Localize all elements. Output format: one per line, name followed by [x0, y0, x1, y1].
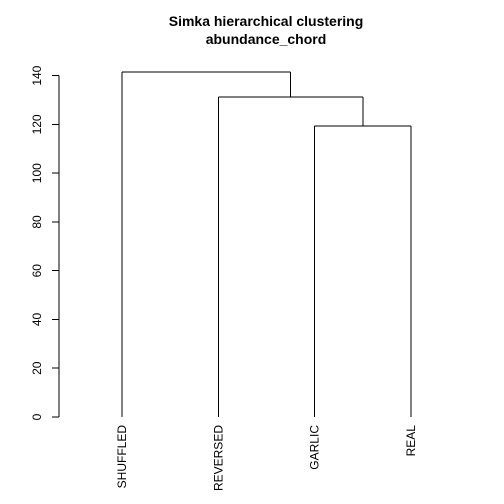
dendrogram-merge-0 — [314, 125, 412, 417]
dendrogram-merge-1 — [217, 96, 364, 417]
chart-title: Simka hierarchical clustering — [169, 13, 364, 29]
dendrogram-merge-2 — [121, 71, 292, 417]
chart-subtitle: abundance_chord — [206, 31, 327, 47]
y-tick-label: 100 — [30, 163, 44, 183]
y-tick-label: 20 — [30, 361, 44, 375]
dendrogram-tree — [121, 71, 412, 417]
leaf-label-garlic: GARLIC — [308, 425, 322, 470]
y-tick-label: 80 — [30, 215, 44, 229]
leaf-label-real: REAL — [404, 425, 418, 457]
y-tick-label: 40 — [30, 312, 44, 326]
leaf-label-shuffled: SHUFFLED — [115, 425, 129, 489]
y-tick-label: 120 — [30, 114, 44, 134]
y-tick-label: 60 — [30, 264, 44, 278]
leaf-labels: SHUFFLED REVERSED GARLIC REAL — [115, 425, 418, 491]
leaf-label-reversed: REVERSED — [211, 425, 225, 491]
y-tick-label: 0 — [30, 413, 44, 420]
y-axis: 0 20 40 60 80 100 120 140 — [30, 65, 60, 420]
y-tick-label: 140 — [30, 65, 44, 85]
